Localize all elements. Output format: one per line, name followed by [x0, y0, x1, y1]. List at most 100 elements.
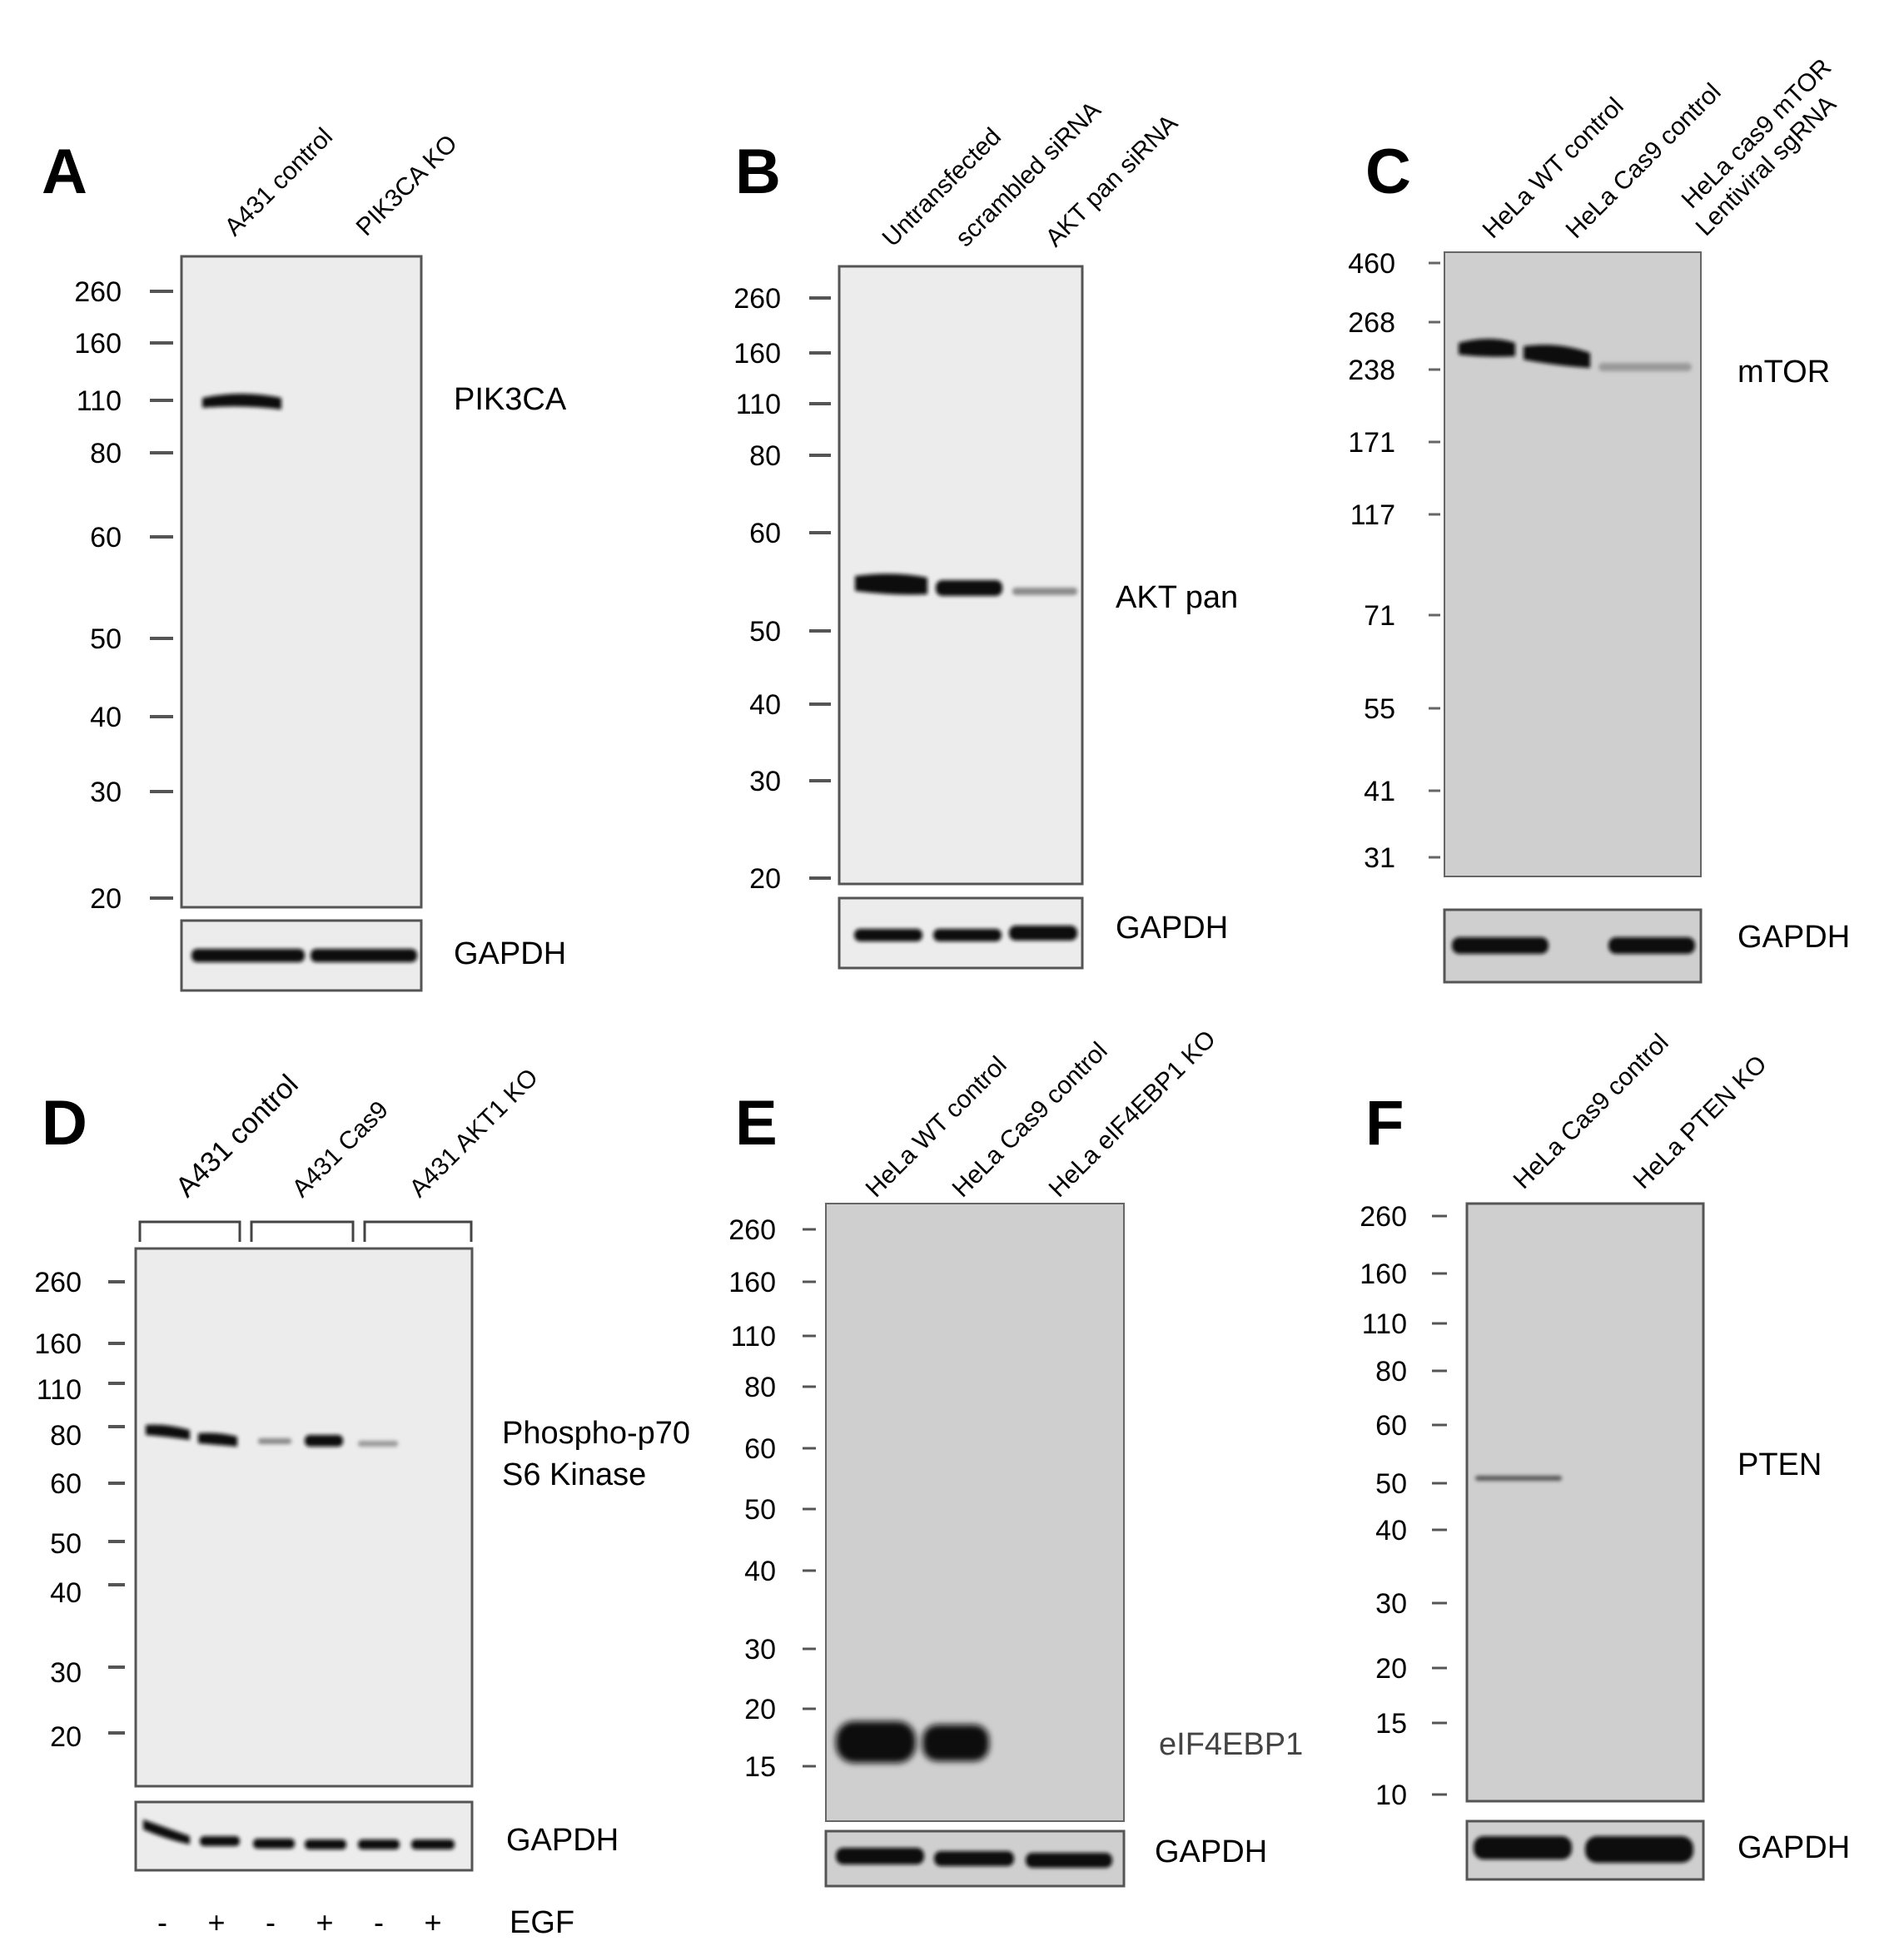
band-gapdh: [854, 929, 922, 941]
band-gapdh: [933, 929, 1002, 941]
marker-label: 110: [37, 1374, 82, 1406]
marker-label: 460: [1348, 248, 1395, 280]
band-mtor: [1524, 345, 1590, 368]
marker-label: 71: [1364, 600, 1395, 632]
treatment-sign: -: [374, 1905, 384, 1939]
marker-label: 20: [744, 1694, 776, 1725]
loading-label: GAPDH: [1155, 1834, 1267, 1869]
marker-label: 60: [1375, 1410, 1407, 1442]
marker-label: 40: [749, 689, 781, 721]
marker-label: 110: [1362, 1308, 1407, 1340]
band-mtor: [1598, 363, 1692, 371]
marker-label: 60: [90, 522, 122, 554]
panel-d: D A431 control A431 Cas9 A431 AKT1 KO 26…: [34, 1064, 690, 1940]
band-akt: [855, 573, 927, 595]
lane-label: HeLa WT control: [1478, 92, 1629, 244]
blot-membrane: [825, 1203, 1125, 1822]
marker-label: 20: [50, 1721, 82, 1753]
panel-letter: B: [735, 137, 781, 207]
marker-label: 50: [744, 1494, 776, 1526]
band-gapdh: [1452, 937, 1549, 954]
target-label: mTOR: [1737, 355, 1830, 390]
marker-label: 160: [74, 328, 122, 360]
lane-brackets: [138, 1220, 473, 1242]
marker-label: 260: [733, 283, 781, 315]
panel-e: E HeLa WT control HeLa Cas9 control HeLa…: [728, 1025, 1303, 1888]
band-akt: [1012, 588, 1077, 595]
band-akt: [936, 580, 1002, 596]
marker-label: 55: [1364, 693, 1395, 725]
band-gapdh: [305, 1839, 346, 1849]
marker-label: 80: [90, 438, 122, 469]
band-gapdh: [934, 1851, 1014, 1866]
marker-label: 160: [733, 338, 781, 370]
loading-control-membrane: [134, 1800, 474, 1872]
marker-label: 260: [728, 1214, 776, 1246]
marker-label: 80: [749, 440, 781, 472]
treatment-sign: -: [266, 1905, 276, 1939]
target-label: eIF4EBP1: [1159, 1727, 1303, 1762]
marker-label: 50: [90, 623, 122, 655]
marker-label: 110: [77, 385, 122, 417]
band-gapdh: [1608, 937, 1695, 954]
marker-ladder: 260 160 110 80 60 50 40 30 20 15: [728, 1214, 816, 1783]
marker-label: 50: [50, 1528, 82, 1560]
marker-ticks: [150, 290, 173, 900]
loading-label: GAPDH: [506, 1823, 619, 1858]
lane-label: HeLa WT control: [861, 1051, 1012, 1203]
lane-label: PIK3CA KO: [351, 130, 463, 241]
target-label: PIK3CA: [454, 382, 567, 417]
marker-label: 260: [34, 1267, 82, 1298]
panel-letter: E: [735, 1088, 778, 1159]
marker-label: 30: [749, 766, 781, 797]
marker-label: 20: [1375, 1653, 1407, 1685]
band-eif4ebp1: [922, 1725, 989, 1761]
marker-label: 10: [1375, 1780, 1407, 1811]
marker-label: 40: [744, 1556, 776, 1587]
marker-label: 31: [1364, 842, 1395, 874]
lane-label: A431 AKT1 KO: [405, 1064, 544, 1203]
marker-label: 30: [744, 1634, 776, 1666]
marker-label: 15: [744, 1751, 776, 1783]
band-gapdh: [1026, 1853, 1112, 1868]
marker-ladder: 260 160 110 80 60 50 40 30 20: [733, 283, 831, 895]
marker-label: 40: [50, 1577, 82, 1609]
panel-c: C HeLa WT control HeLa Cas9 control HeLa…: [1348, 53, 1850, 984]
band-phospho-s6k: [305, 1435, 343, 1447]
lane-label: A431 Cas9: [287, 1096, 394, 1203]
marker-ladder: 260 160 110 80 60 50 40 30 20: [34, 1267, 125, 1753]
panel-letter: C: [1365, 137, 1411, 207]
marker-label: 15: [1375, 1708, 1407, 1740]
marker-label: 20: [749, 863, 781, 895]
loading-label: GAPDH: [1737, 1830, 1850, 1865]
marker-label: 117: [1350, 499, 1395, 531]
band-phospho-s6k: [146, 1424, 190, 1440]
treatment-sign: +: [207, 1905, 225, 1939]
marker-label: 110: [736, 389, 781, 420]
marker-label: 160: [728, 1267, 776, 1298]
marker-ticks: [803, 1228, 816, 1768]
panel-letter: F: [1365, 1088, 1404, 1159]
marker-label: 268: [1348, 307, 1395, 339]
band-gapdh: [143, 1819, 190, 1844]
band-gapdh: [253, 1839, 295, 1849]
marker-label: 41: [1364, 776, 1395, 807]
band-phospho-s6k: [358, 1441, 398, 1447]
marker-ticks: [809, 296, 831, 880]
marker-label: 50: [749, 616, 781, 648]
marker-ticks: [1432, 1214, 1447, 1796]
panel-letter: A: [42, 137, 87, 207]
marker-label: 60: [744, 1433, 776, 1465]
band-gapdh: [200, 1836, 240, 1846]
marker-label: 40: [1375, 1515, 1407, 1546]
panel-letter: D: [42, 1088, 87, 1159]
loading-label: GAPDH: [1116, 911, 1228, 946]
lane-label: A431 control: [170, 1069, 305, 1204]
band-gapdh: [311, 949, 417, 962]
lane-label: HeLa eIF4EBP1 KO: [1044, 1025, 1221, 1203]
marker-label: 260: [1360, 1201, 1407, 1233]
band-phospho-s6k: [198, 1432, 237, 1447]
target-label: AKT pan: [1116, 580, 1238, 615]
marker-label: 60: [50, 1468, 82, 1500]
marker-ticks: [1429, 261, 1440, 859]
